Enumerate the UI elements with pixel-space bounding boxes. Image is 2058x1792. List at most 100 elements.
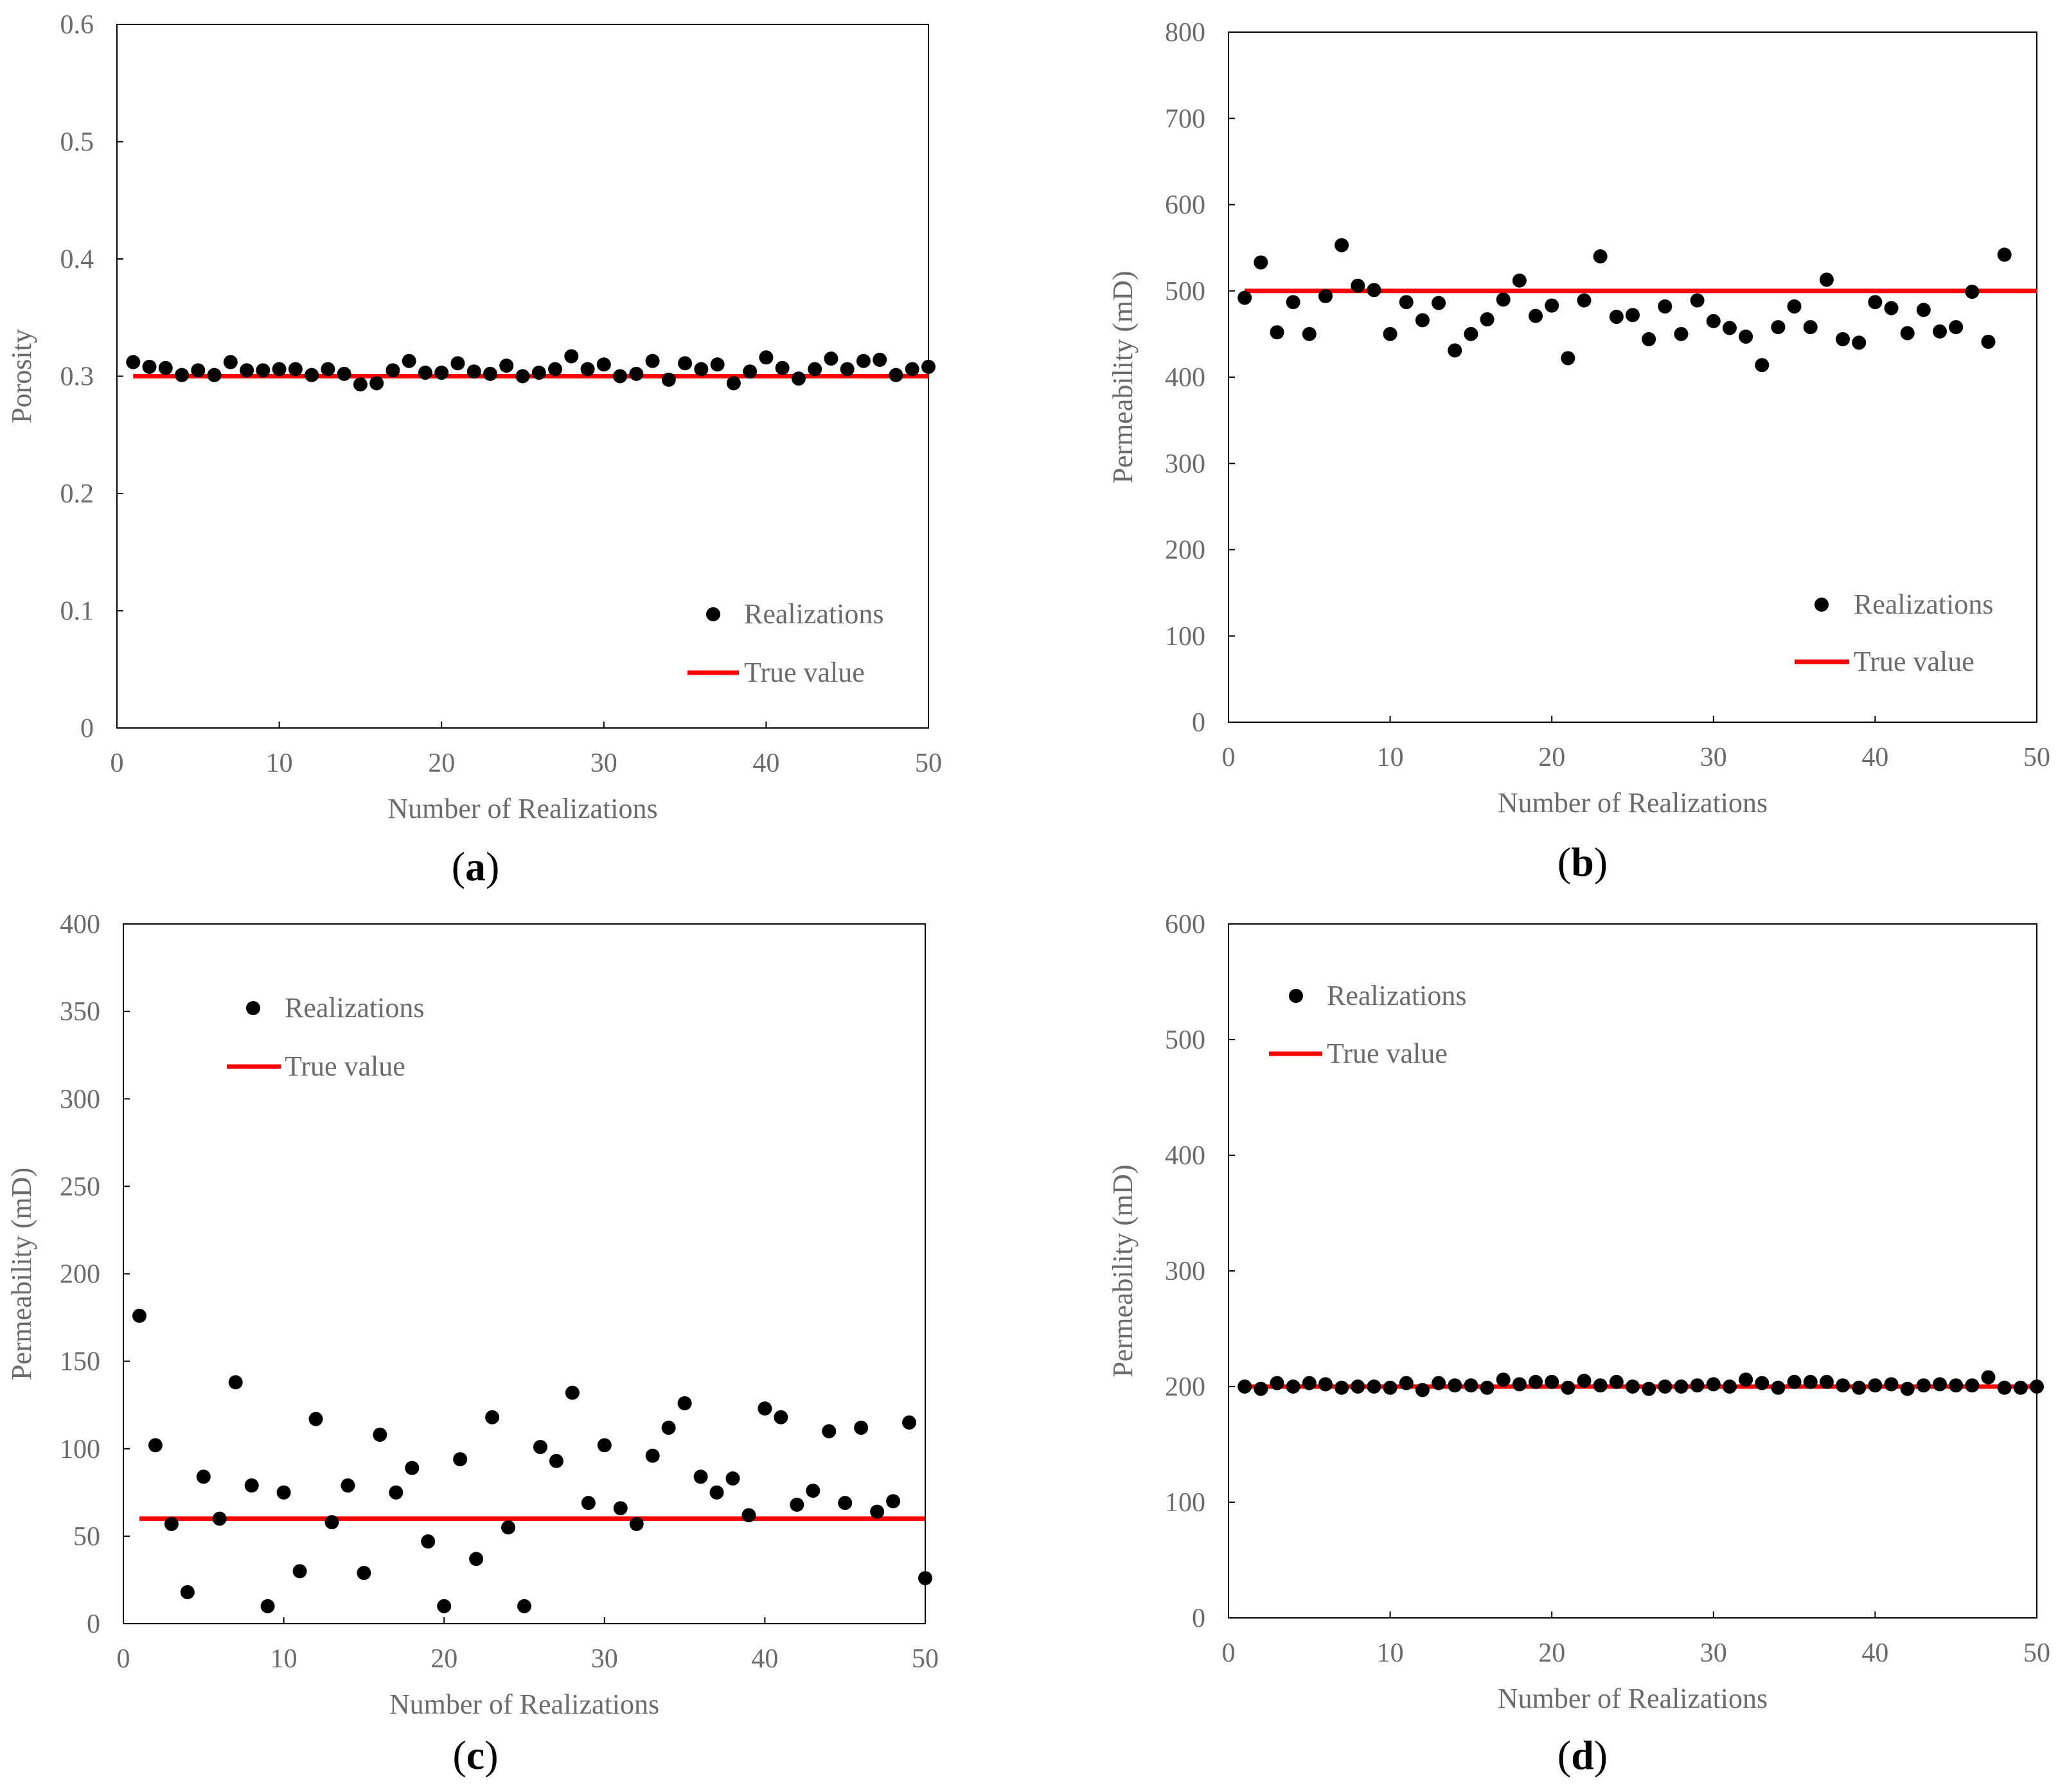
realization-point bbox=[1884, 1377, 1899, 1392]
y-tick-label: 350 bbox=[60, 997, 100, 1027]
realization-point bbox=[775, 360, 790, 375]
x-tick-label: 20 bbox=[1538, 1638, 1565, 1668]
realization-point bbox=[1836, 332, 1850, 346]
y-tick-label: 0.1 bbox=[60, 597, 94, 626]
x-tick-label: 50 bbox=[915, 749, 942, 778]
realization-point bbox=[1399, 295, 1414, 310]
realization-point bbox=[1900, 326, 1915, 341]
y-tick-label: 100 bbox=[1165, 1488, 1205, 1518]
realization-point bbox=[1981, 334, 1996, 349]
realization-point bbox=[1351, 278, 1365, 293]
realization-point bbox=[357, 1566, 371, 1581]
legend-realizations-marker bbox=[1814, 598, 1829, 612]
realization-point bbox=[1819, 1374, 1834, 1389]
x-tick-label: 20 bbox=[430, 1644, 457, 1674]
realization-point bbox=[1496, 1372, 1511, 1387]
realization-point bbox=[434, 366, 449, 380]
y-tick-label: 150 bbox=[60, 1347, 100, 1377]
realization-point bbox=[533, 1440, 547, 1455]
realization-point bbox=[1577, 293, 1592, 308]
realization-point bbox=[1706, 314, 1721, 328]
y-axis-label: Permeability (mD) bbox=[1107, 271, 1139, 483]
realization-point bbox=[421, 1534, 436, 1549]
realization-point bbox=[1868, 1378, 1883, 1393]
legend-true-value-label: True value bbox=[744, 657, 865, 688]
x-tick-label: 0 bbox=[1222, 743, 1236, 772]
realization-point bbox=[822, 1424, 837, 1439]
x-tick-label: 50 bbox=[912, 1644, 939, 1674]
realization-point bbox=[276, 1485, 291, 1500]
x-tick-label: 10 bbox=[1377, 1638, 1404, 1668]
realization-point bbox=[678, 356, 693, 371]
realization-point bbox=[1803, 320, 1818, 335]
realization-point bbox=[1593, 1378, 1608, 1393]
realization-point bbox=[629, 1516, 644, 1531]
realization-point bbox=[1464, 1378, 1478, 1393]
y-tick-label: 100 bbox=[60, 1435, 100, 1464]
realization-point bbox=[164, 1516, 179, 1531]
y-tick-label: 0.5 bbox=[60, 128, 94, 157]
panel-label: (c) bbox=[452, 1732, 498, 1778]
realization-point bbox=[791, 371, 806, 386]
realization-point bbox=[223, 355, 238, 369]
y-tick-label: 0.3 bbox=[60, 362, 94, 392]
realization-point bbox=[824, 351, 838, 366]
realization-point bbox=[629, 366, 644, 381]
realization-point bbox=[808, 362, 822, 377]
x-axis-label: Number of Realizations bbox=[1498, 787, 1768, 819]
legend-true-value-label: True value bbox=[1854, 646, 1974, 677]
realization-point bbox=[840, 362, 855, 377]
legend-realizations-label: Realizations bbox=[744, 598, 884, 630]
realization-point bbox=[1335, 238, 1349, 253]
y-tick-label: 600 bbox=[1165, 191, 1205, 220]
realization-point bbox=[1739, 1372, 1753, 1387]
realization-point bbox=[645, 353, 660, 368]
realization-point bbox=[905, 362, 919, 377]
realization-point bbox=[806, 1484, 821, 1498]
realization-point bbox=[549, 1453, 563, 1468]
y-tick-label: 400 bbox=[1165, 363, 1205, 393]
y-tick-label: 100 bbox=[1165, 622, 1205, 652]
realization-point bbox=[1690, 1378, 1705, 1393]
realization-point bbox=[1593, 249, 1608, 264]
realization-point bbox=[1399, 1376, 1414, 1390]
realization-point bbox=[1415, 1383, 1430, 1397]
realization-point bbox=[1997, 247, 2012, 262]
realization-point bbox=[240, 363, 254, 378]
realization-point bbox=[1981, 1370, 1996, 1385]
realization-point bbox=[1254, 255, 1268, 270]
realization-point bbox=[918, 1571, 932, 1586]
x-axis-label: Number of Realizations bbox=[389, 1689, 659, 1720]
chart-panel-b: 0 10 20 30 40 500100200300400500600700800Numb… bbox=[1107, 18, 2050, 885]
realization-point bbox=[1642, 332, 1656, 346]
realization-point bbox=[453, 1452, 468, 1467]
realization-point bbox=[1997, 1380, 2012, 1395]
realization-point bbox=[1722, 1379, 1737, 1394]
realization-point bbox=[597, 1438, 612, 1453]
realization-point bbox=[292, 1564, 307, 1579]
realization-point bbox=[2030, 1379, 2044, 1394]
realization-point bbox=[499, 359, 514, 373]
realization-point bbox=[466, 364, 481, 379]
y-tick-label: 200 bbox=[1165, 536, 1205, 565]
x-tick-label: 30 bbox=[591, 1644, 618, 1674]
realization-point bbox=[1270, 1376, 1284, 1390]
x-tick-label: 40 bbox=[1861, 1638, 1888, 1668]
x-tick-label: 10 bbox=[1377, 743, 1404, 772]
y-tick-label: 0.4 bbox=[60, 245, 94, 274]
realization-point bbox=[1722, 321, 1737, 335]
realization-point bbox=[1771, 320, 1786, 335]
realization-point bbox=[1868, 295, 1883, 310]
y-tick-label: 200 bbox=[1165, 1372, 1205, 1402]
realization-point bbox=[1609, 310, 1624, 324]
realization-point bbox=[1755, 1376, 1770, 1390]
realization-point bbox=[373, 1427, 387, 1442]
realization-point bbox=[1237, 290, 1252, 305]
x-tick-label: 50 bbox=[2023, 1638, 2050, 1668]
realization-point bbox=[142, 359, 157, 374]
realization-point bbox=[774, 1410, 788, 1424]
legend-realizations-label: Realizations bbox=[1854, 589, 1994, 620]
realization-point bbox=[405, 1460, 420, 1475]
